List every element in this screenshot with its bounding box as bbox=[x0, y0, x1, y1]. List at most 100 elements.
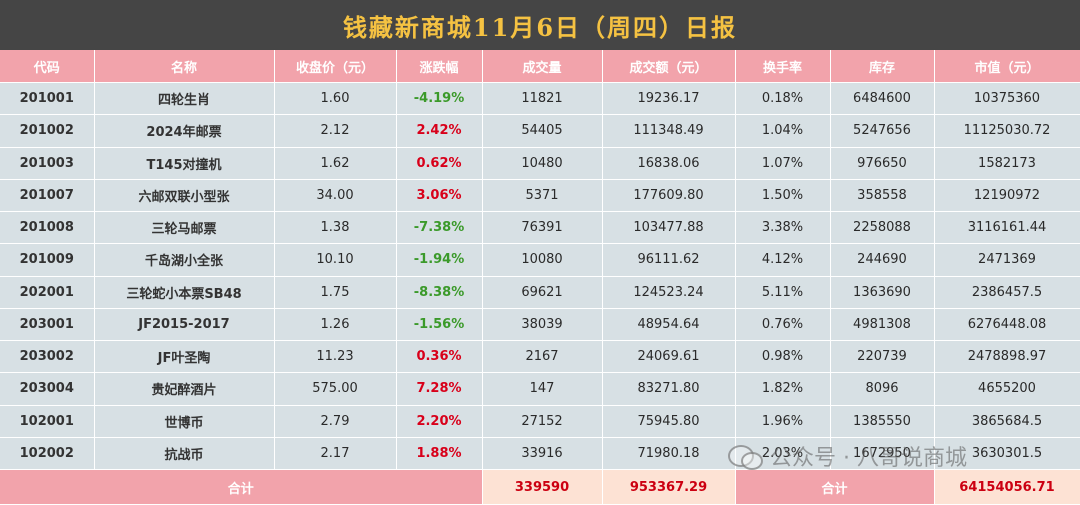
cell-volume: 54405 bbox=[482, 114, 603, 148]
cell-turnover: 0.18% bbox=[735, 82, 831, 116]
cell-code: 201009 bbox=[0, 243, 95, 277]
cell-amount: 24069.61 bbox=[602, 340, 736, 374]
cell-turnover: 3.38% bbox=[735, 211, 831, 245]
header-close-price: 收盘价（元） bbox=[274, 50, 397, 83]
cell-amount: 48954.64 bbox=[602, 308, 736, 342]
header-volume: 成交量 bbox=[482, 50, 603, 83]
title-bar: 钱藏新商城11月6日（周四）日报 bbox=[0, 0, 1080, 50]
cell-change: 3.06% bbox=[396, 179, 483, 213]
cell-market-cap: 3630301.5 bbox=[934, 437, 1080, 471]
cell-turnover: 1.50% bbox=[735, 179, 831, 213]
cell-change: -4.19% bbox=[396, 82, 483, 116]
cell-volume: 76391 bbox=[482, 211, 603, 245]
cell-amount: 111348.49 bbox=[602, 114, 736, 148]
cell-amount: 83271.80 bbox=[602, 372, 736, 406]
cell-close-price: 10.10 bbox=[274, 243, 397, 277]
cell-close-price: 11.23 bbox=[274, 340, 397, 374]
header-market-cap: 市值（元） bbox=[934, 50, 1080, 83]
table-row: 203002 JF叶圣陶 11.23 0.36% 2167 24069.61 0.98% 22… bbox=[0, 340, 1080, 374]
cell-name: JF叶圣陶 bbox=[94, 340, 275, 374]
cell-change: 2.42% bbox=[396, 114, 483, 148]
cell-change: -8.38% bbox=[396, 276, 483, 309]
cell-code: 203004 bbox=[0, 372, 95, 406]
cell-name: 2024年邮票 bbox=[94, 114, 275, 148]
cell-volume: 38039 bbox=[482, 308, 603, 342]
cell-turnover: 2.03% bbox=[735, 437, 831, 471]
cell-name: 六邮双联小型张 bbox=[94, 179, 275, 213]
cell-amount: 124523.24 bbox=[602, 276, 736, 309]
cell-amount: 96111.62 bbox=[602, 243, 736, 277]
cell-name: 抗战币 bbox=[94, 437, 275, 471]
cell-volume: 10480 bbox=[482, 147, 603, 180]
cell-turnover: 1.04% bbox=[735, 114, 831, 148]
cell-name: 贵妃醉酒片 bbox=[94, 372, 275, 406]
cell-change: 2.20% bbox=[396, 405, 483, 438]
header-amount: 成交额（元） bbox=[602, 50, 736, 83]
cell-change: -1.94% bbox=[396, 243, 483, 277]
cell-stock: 1385550 bbox=[830, 405, 935, 438]
cell-change: 7.28% bbox=[396, 372, 483, 406]
table-row: 201007 六邮双联小型张 34.00 3.06% 5371 177609.80 1.50… bbox=[0, 179, 1080, 213]
cell-stock: 6484600 bbox=[830, 82, 935, 116]
cell-stock: 976650 bbox=[830, 147, 935, 180]
cell-code: 201008 bbox=[0, 211, 95, 245]
cell-stock: 358558 bbox=[830, 179, 935, 213]
cell-code: 201002 bbox=[0, 114, 95, 148]
cell-change: 1.88% bbox=[396, 437, 483, 471]
cell-amount: 177609.80 bbox=[602, 179, 736, 213]
cell-close-price: 34.00 bbox=[274, 179, 397, 213]
cell-market-cap: 1582173 bbox=[934, 147, 1080, 180]
header-code: 代码 bbox=[0, 50, 95, 83]
table-row: 201003 T145对撞机 1.62 0.62% 10480 16838.06 1.07%… bbox=[0, 147, 1080, 180]
cell-volume: 147 bbox=[482, 372, 603, 406]
cell-close-price: 2.17 bbox=[274, 437, 397, 471]
cell-stock: 8096 bbox=[830, 372, 935, 406]
cell-volume: 69621 bbox=[482, 276, 603, 309]
cell-name: 世博币 bbox=[94, 405, 275, 438]
cell-market-cap: 2478898.97 bbox=[934, 340, 1080, 374]
cell-amount: 71980.18 bbox=[602, 437, 736, 471]
total-market-cap: 64154056.71 bbox=[934, 469, 1080, 505]
cell-close-price: 1.38 bbox=[274, 211, 397, 245]
cell-volume: 33916 bbox=[482, 437, 603, 471]
cell-amount: 75945.80 bbox=[602, 405, 736, 438]
cell-close-price: 2.79 bbox=[274, 405, 397, 438]
header-row: 代码 名称 收盘价（元） 涨跌幅 成交量 成交额（元） 换手率 库存 市值（元） bbox=[0, 50, 1080, 83]
cell-name: 千岛湖小全张 bbox=[94, 243, 275, 277]
table-row: 201008 三轮马邮票 1.38 -7.38% 76391 103477.88 3.38%… bbox=[0, 211, 1080, 245]
table-row: 201009 千岛湖小全张 10.10 -1.94% 10080 96111.62 4.12… bbox=[0, 243, 1080, 277]
cell-name: 三轮蛇小本票SB48 bbox=[94, 276, 275, 309]
total-label-2: 合计 bbox=[735, 469, 935, 505]
cell-stock: 5247656 bbox=[830, 114, 935, 148]
cell-stock: 220739 bbox=[830, 340, 935, 374]
cell-turnover: 4.12% bbox=[735, 243, 831, 277]
cell-code: 202001 bbox=[0, 276, 95, 309]
cell-turnover: 1.82% bbox=[735, 372, 831, 406]
cell-turnover: 0.76% bbox=[735, 308, 831, 342]
cell-name: JF2015-2017 bbox=[94, 308, 275, 342]
daily-report-table: 代码 名称 收盘价（元） 涨跌幅 成交量 成交额（元） 换手率 库存 市值（元）… bbox=[0, 50, 1080, 505]
cell-market-cap: 11125030.72 bbox=[934, 114, 1080, 148]
cell-market-cap: 12190972 bbox=[934, 179, 1080, 213]
cell-change: -1.56% bbox=[396, 308, 483, 342]
cell-stock: 1363690 bbox=[830, 276, 935, 309]
cell-code: 201007 bbox=[0, 179, 95, 213]
cell-market-cap: 3865684.5 bbox=[934, 405, 1080, 438]
cell-change: 0.62% bbox=[396, 147, 483, 180]
cell-amount: 19236.17 bbox=[602, 82, 736, 116]
cell-stock: 2258088 bbox=[830, 211, 935, 245]
cell-amount: 103477.88 bbox=[602, 211, 736, 245]
cell-market-cap: 2471369 bbox=[934, 243, 1080, 277]
table-row: 201002 2024年邮票 2.12 2.42% 54405 111348.49 1.04… bbox=[0, 114, 1080, 148]
table-row: 102002 抗战币 2.17 1.88% 33916 71980.18 2.03% 1672… bbox=[0, 437, 1080, 471]
cell-volume: 27152 bbox=[482, 405, 603, 438]
cell-code: 102001 bbox=[0, 405, 95, 438]
cell-code: 201001 bbox=[0, 82, 95, 116]
cell-market-cap: 4655200 bbox=[934, 372, 1080, 406]
header-stock: 库存 bbox=[830, 50, 935, 83]
cell-close-price: 2.12 bbox=[274, 114, 397, 148]
cell-close-price: 1.75 bbox=[274, 276, 397, 309]
cell-turnover: 1.07% bbox=[735, 147, 831, 180]
cell-stock: 244690 bbox=[830, 243, 935, 277]
header-change: 涨跌幅 bbox=[396, 50, 483, 83]
